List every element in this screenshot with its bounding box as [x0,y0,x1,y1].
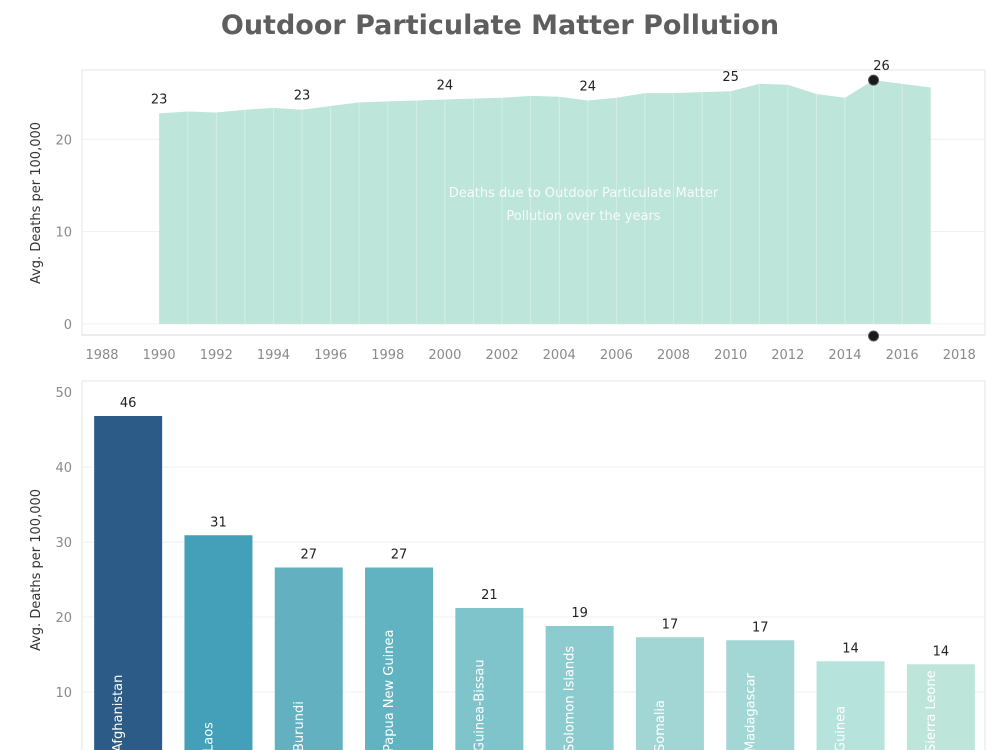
selected-axis-marker[interactable] [868,330,880,342]
x-tick-label: 2006 [600,348,633,363]
bar-value-label: 46 [120,396,137,411]
y-tick-label: 40 [55,461,72,476]
bar-category-label: Solomon Islands [563,646,578,750]
area-value-label: 26 [873,60,890,74]
x-tick-label: 2014 [828,348,861,363]
x-tick-label: 1992 [200,348,233,363]
x-tick-label: 1988 [85,348,118,363]
x-tick-label: 2010 [714,348,747,363]
area-value-label: 23 [151,92,168,107]
y-tick-label: 10 [55,226,72,241]
area-annotation: Pollution over the years [506,209,660,224]
area-chart: Avg. Deaths per 100,000 Deaths due to Ou… [29,60,986,363]
area-annotation: Deaths due to Outdoor Particulate Matter [449,186,719,201]
area-series [159,80,931,324]
bar-category-label: Madagascar [743,672,758,750]
bar-category-label: Afghanistan [111,675,126,750]
bar-sierra-leone[interactable] [906,664,975,750]
bar-category-label: Sierra Leone [924,670,939,750]
bar-guinea-bissau[interactable] [455,608,524,750]
bar-guinea[interactable] [816,661,885,750]
x-tick-label: 2016 [886,348,919,363]
x-tick-label: 2002 [486,348,519,363]
y-tick-label: 20 [55,611,72,626]
plot-border [81,380,986,750]
x-tick-label: 2018 [943,348,976,363]
y-tick-label: 0 [64,318,72,333]
bar-solomon-islands[interactable] [545,626,614,750]
bar-value-label: 27 [391,548,408,563]
bar-value-label: 17 [752,620,769,635]
y-tick-label: 50 [55,386,72,401]
x-tick-label: 2004 [543,348,576,363]
y-tick-label: 10 [55,686,72,701]
selected-point-marker[interactable] [868,74,880,86]
bar-madagascar[interactable] [726,640,795,750]
bar-category-label: Guinea-Bissau [472,659,487,750]
y-axis-title: Avg. Deaths per 100,000 [29,122,44,284]
area-value-label: 25 [722,70,739,85]
x-tick-label: 2000 [428,348,461,363]
bar-papua-new-guinea[interactable] [365,567,434,750]
bar-value-label: 14 [842,641,859,656]
x-tick-label: 1994 [257,348,290,363]
bar-category-label: Papua New Guinea [382,630,397,750]
area-value-label: 24 [437,79,454,94]
y-axis-title: Avg. Deaths per 100,000 [29,489,44,651]
area-value-label: 24 [580,79,597,94]
y-tick-label: 20 [55,133,72,148]
bar-somalia[interactable] [635,637,704,750]
page-title: Outdoor Particulate Matter Pollution [220,10,780,41]
bar-afghanistan[interactable] [94,416,163,750]
area-value-label: 23 [294,89,311,104]
bar-value-label: 27 [300,548,317,563]
bar-category-label: Burundi [292,701,307,750]
bar-value-label: 31 [210,515,227,530]
bar-value-label: 21 [481,588,498,603]
x-tick-label: 1990 [143,348,176,363]
bar-value-label: 19 [571,606,588,621]
y-tick-label: 30 [55,536,72,551]
bar-category-label: Laos [201,722,216,750]
bar-burundi[interactable] [274,567,343,750]
bar-category-label: Guinea [834,706,849,750]
bar-laos[interactable] [184,535,253,750]
x-tick-label: 1998 [371,348,404,363]
bar-category-label: Somalia [653,700,668,750]
x-tick-label: 1996 [314,348,347,363]
x-tick-label: 2012 [771,348,804,363]
x-tick-label: 2008 [657,348,690,363]
bar-value-label: 17 [662,617,679,632]
bar-value-label: 14 [933,644,950,659]
